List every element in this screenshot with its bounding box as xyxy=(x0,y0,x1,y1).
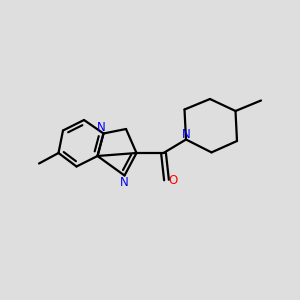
Text: O: O xyxy=(169,174,178,187)
Text: N: N xyxy=(97,121,106,134)
Text: N: N xyxy=(119,176,128,189)
Text: N: N xyxy=(182,128,191,141)
